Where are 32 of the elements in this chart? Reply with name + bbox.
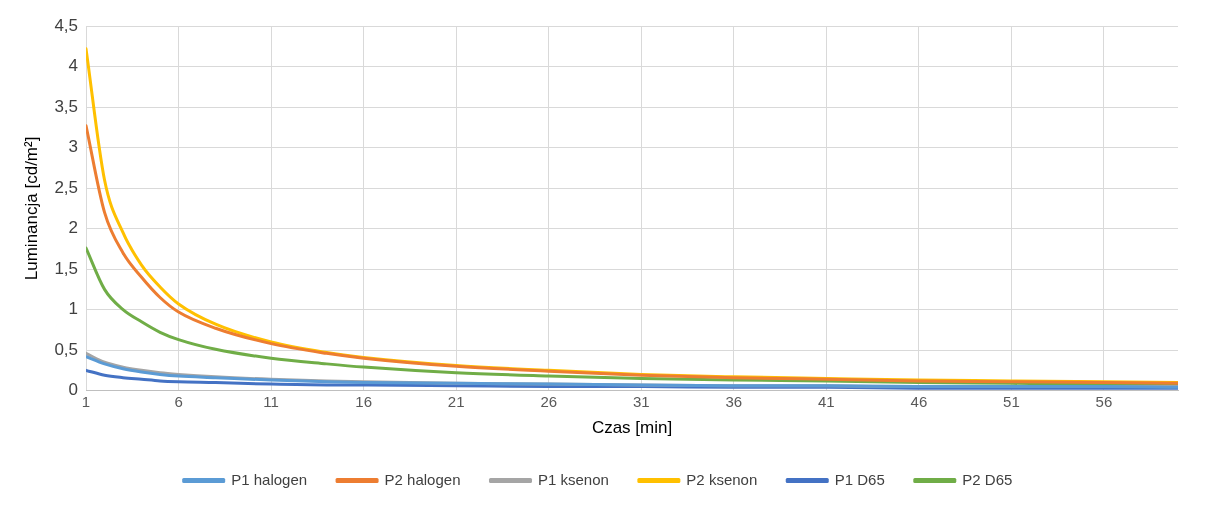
legend-label: P1 D65 — [834, 470, 885, 488]
y-tick-label: 3,5 — [54, 96, 79, 116]
x-tick-label: 41 — [818, 392, 835, 410]
line-series — [86, 124, 1178, 385]
legend-label: P1 ksenon — [537, 470, 609, 488]
x-tick-label: 51 — [1003, 392, 1020, 410]
y-tick-label: 0,5 — [54, 339, 79, 359]
x-tick-label: 31 — [632, 392, 650, 410]
x-tick-label: 36 — [725, 392, 743, 410]
legend-label: P1 halogen — [231, 470, 308, 488]
y-tick-label: 3 — [68, 137, 79, 157]
line-series — [86, 368, 1178, 390]
x-tick-label: 21 — [447, 392, 465, 410]
x-tick-label: 26 — [540, 392, 558, 410]
x-tick-label: 56 — [1095, 392, 1113, 410]
x-tick-label: 16 — [355, 392, 372, 410]
y-axis-title: Luminancja [cd/m²] — [21, 136, 41, 281]
y-tick-label: 1,5 — [54, 258, 79, 278]
x-axis-title: Czas [min] — [591, 418, 673, 438]
y-tick-label: 4 — [68, 56, 79, 76]
x-tick-label: 6 — [174, 392, 183, 410]
x-tick-label: 1 — [81, 392, 91, 410]
legend-label: P2 ksenon — [686, 470, 758, 488]
y-tick-label: 2,5 — [54, 177, 79, 197]
y-tick-label: 1 — [68, 299, 79, 319]
legend-label: P2 halogen — [384, 470, 461, 488]
y-tick-label: 2 — [68, 218, 79, 238]
legend-label: P2 D65 — [962, 470, 1013, 488]
x-tick-label: 46 — [910, 392, 928, 410]
y-tick-label: 0 — [68, 380, 79, 400]
x-tick-label: 11 — [263, 392, 279, 410]
y-tick-label: 4,5 — [54, 15, 79, 35]
